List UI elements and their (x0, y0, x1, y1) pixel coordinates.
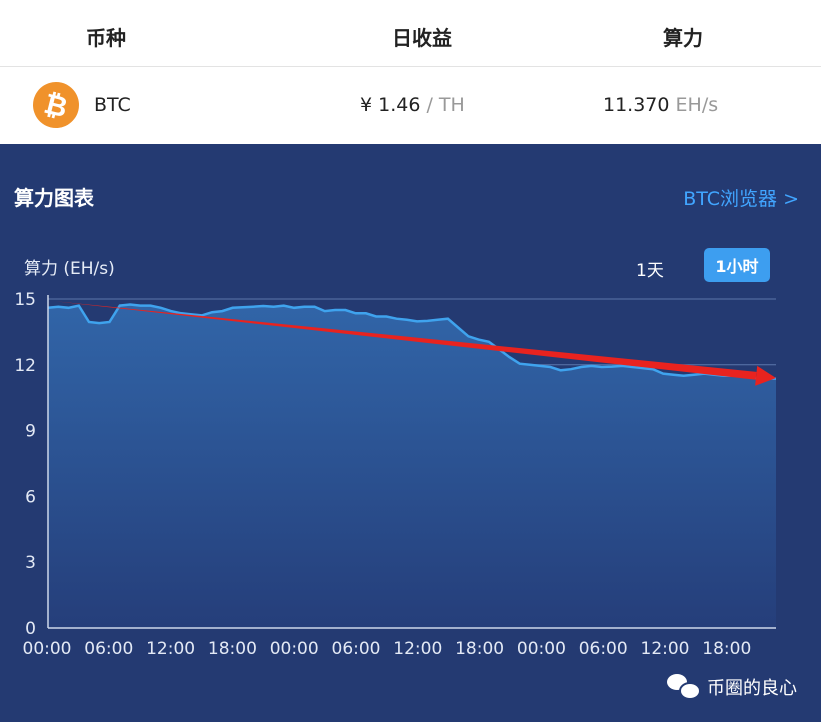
x-tick-label: 00:00 (23, 639, 72, 659)
header-daily-profit: 日收益 (392, 26, 452, 50)
table-header: 币种 日收益 算力 (0, 0, 821, 67)
x-tick-label: 18:00 (455, 639, 504, 659)
x-tick-label: 06:00 (84, 639, 133, 659)
hashrate-area (48, 304, 776, 628)
tab-1-day[interactable]: 1天 (636, 261, 664, 281)
hashrate-line (47, 303, 777, 380)
x-tick-label: 06:00 (579, 639, 628, 659)
hashrate-chart-panel: 算力图表 BTC浏览器 > 算力 (EH/s) 1天 1小时 0 3 6 9 12 15 0… (0, 144, 821, 722)
y-tick-label: 15 (14, 290, 36, 310)
y-tick-label: 9 (25, 422, 36, 442)
coin-name: BTC (94, 94, 131, 116)
hashrate-unit: EH/s (675, 94, 719, 116)
y-tick-label: 3 (25, 553, 36, 573)
daily-profit: ¥ 1.46 / TH (360, 94, 465, 116)
x-tick-label: 18:00 (702, 639, 751, 659)
hashrate: 11.370 EH/s (603, 94, 718, 116)
watermark: 币圈的良心 (667, 674, 797, 700)
panel-title: 算力图表 (14, 186, 94, 210)
tab-1-hour[interactable]: 1小时 (704, 248, 770, 282)
hashrate-value: 11.370 (603, 94, 670, 116)
x-tick-label: 12:00 (146, 639, 195, 659)
y-tick-label: 0 (25, 619, 36, 639)
bitcoin-icon: ₿ (28, 77, 84, 133)
trend-arrow-shaft (55, 301, 757, 380)
trend-arrow-head (755, 365, 776, 386)
header-coin: 币种 (86, 26, 126, 50)
hashrate-chart: 0 3 6 9 12 15 00:00 06:00 12:00 18:00 00:00 06:00 12… (14, 290, 777, 659)
y-tick-label: 6 (25, 487, 36, 507)
x-tick-label: 06:00 (332, 639, 381, 659)
y-tick-label: 12 (14, 356, 36, 376)
coin-row[interactable]: ₿ BTC ¥ 1.46 / TH 11.370 EH/s (0, 67, 821, 143)
header-hashrate: 算力 (663, 26, 703, 50)
x-tick-label: 12:00 (393, 639, 442, 659)
watermark-text: 币圈的良心 (707, 678, 797, 699)
x-tick-label: 00:00 (517, 639, 566, 659)
profit-value: ¥ 1.46 (360, 94, 421, 116)
x-tick-label: 18:00 (208, 639, 257, 659)
x-tick-label: 00:00 (270, 639, 319, 659)
y-axis-title: 算力 (EH/s) (24, 259, 115, 279)
profit-unit: / TH (426, 94, 465, 116)
x-tick-label: 12:00 (641, 639, 690, 659)
wechat-icon (667, 674, 701, 700)
btc-explorer-link[interactable]: BTC浏览器 > (683, 188, 799, 210)
